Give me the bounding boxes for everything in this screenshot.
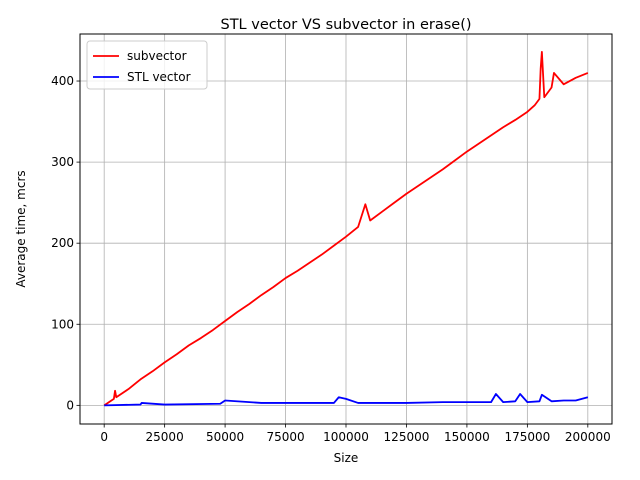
x-tick-label: 200000 bbox=[565, 430, 611, 444]
x-tick-label: 125000 bbox=[384, 430, 430, 444]
x-tick-label: 100000 bbox=[323, 430, 369, 444]
y-tick-label: 400 bbox=[51, 74, 74, 88]
y-axis: 0 100 200 300 400 bbox=[51, 74, 80, 412]
grid bbox=[80, 34, 612, 424]
legend: subvector STL vector bbox=[86, 40, 208, 90]
chart-title: STL vector VS subvector in erase() bbox=[220, 17, 471, 33]
x-tick-label: 25000 bbox=[146, 430, 184, 444]
series-line-stl-vector bbox=[104, 393, 589, 407]
y-tick-label: 0 bbox=[66, 398, 74, 412]
x-tick-label: 150000 bbox=[444, 430, 490, 444]
legend-entry: subvector bbox=[127, 49, 187, 63]
x-tick-label: 175000 bbox=[504, 430, 550, 444]
x-tick-label: 75000 bbox=[266, 430, 304, 444]
x-axis: 0 25000 50000 75000 100000 125000 150000 175000… bbox=[100, 424, 611, 444]
y-tick-label: 200 bbox=[51, 236, 74, 250]
y-tick-label: 100 bbox=[51, 317, 74, 331]
y-tick-label: 300 bbox=[51, 155, 74, 169]
x-tick-label: 50000 bbox=[206, 430, 244, 444]
x-axis-label: Size bbox=[334, 451, 359, 465]
legend-entry: STL vector bbox=[127, 70, 191, 84]
y-axis-label: Average time, mcrs bbox=[14, 170, 28, 287]
series-line-subvector bbox=[103, 50, 589, 407]
series-layer bbox=[103, 50, 589, 407]
x-tick-label: 0 bbox=[100, 430, 108, 444]
